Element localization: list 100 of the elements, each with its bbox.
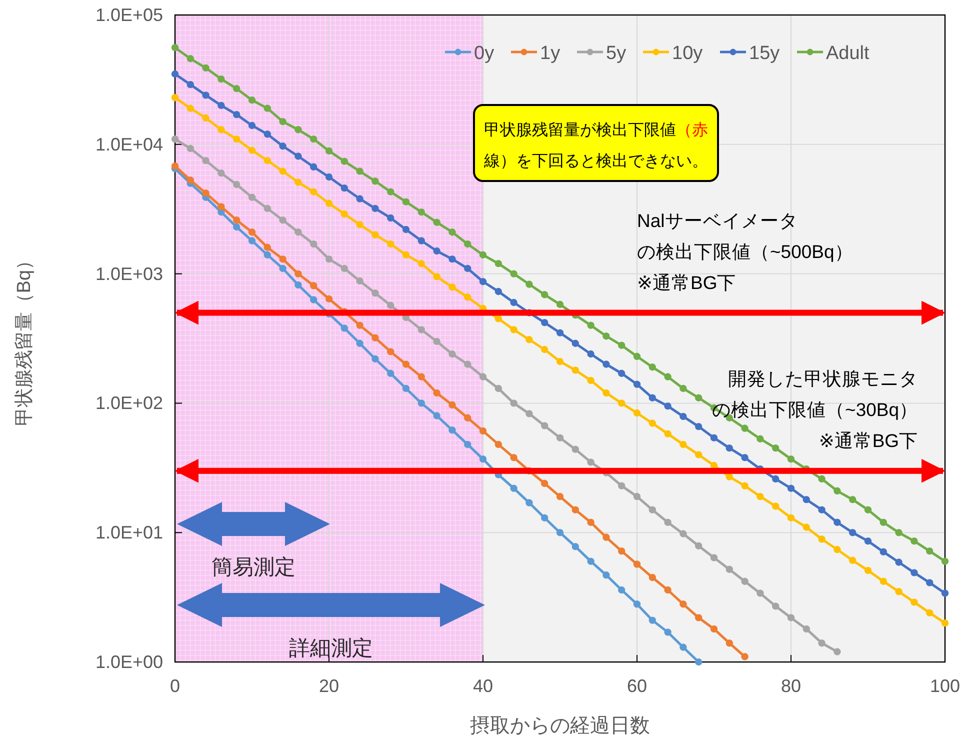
point — [356, 195, 364, 202]
point — [834, 648, 841, 656]
x-tick-label: 100 — [930, 676, 960, 696]
point — [510, 484, 518, 492]
point — [664, 430, 672, 438]
point — [171, 94, 179, 102]
y-tick-label: 1.0E+04 — [95, 134, 163, 154]
point — [541, 346, 548, 354]
point — [264, 104, 271, 112]
point — [633, 380, 641, 388]
point — [572, 366, 579, 374]
point — [895, 558, 902, 566]
point — [648, 616, 656, 624]
text: 甲状腺残留量が検出下限値（赤線）を下回ると検出できない。 — [484, 122, 708, 170]
point — [895, 588, 902, 596]
point — [340, 210, 348, 218]
point — [926, 547, 934, 555]
point — [602, 360, 610, 368]
point — [387, 348, 394, 356]
point — [218, 102, 225, 110]
point — [479, 251, 487, 258]
point — [849, 556, 856, 564]
point — [372, 289, 379, 297]
point — [310, 188, 318, 196]
y-axis-title: 甲状腺残留量（Bq） — [14, 250, 35, 426]
point — [233, 180, 240, 188]
point — [325, 147, 333, 155]
point — [325, 200, 333, 207]
point — [186, 104, 194, 112]
point — [510, 454, 518, 462]
point — [279, 216, 286, 224]
point — [772, 475, 780, 482]
point — [279, 142, 286, 150]
point — [510, 298, 518, 306]
point — [433, 389, 440, 397]
point — [756, 492, 764, 500]
point — [710, 434, 718, 442]
point — [741, 482, 748, 490]
point — [695, 614, 702, 622]
point — [695, 394, 702, 402]
point — [633, 352, 641, 360]
point — [618, 586, 626, 594]
point — [433, 273, 440, 280]
point — [171, 162, 179, 170]
point — [818, 536, 826, 543]
point — [587, 458, 594, 466]
point — [633, 492, 641, 500]
point — [202, 64, 210, 72]
point — [479, 427, 487, 435]
point — [264, 156, 271, 164]
point — [433, 218, 440, 226]
point — [941, 558, 949, 565]
point — [526, 410, 533, 418]
point — [680, 600, 687, 608]
point — [310, 240, 318, 248]
point — [680, 412, 687, 420]
point — [680, 384, 687, 392]
point — [310, 282, 318, 290]
point — [756, 435, 764, 442]
point — [541, 291, 548, 298]
point — [910, 598, 918, 606]
point — [448, 350, 456, 358]
point — [448, 401, 456, 409]
point — [910, 569, 918, 576]
point — [356, 168, 364, 175]
point — [556, 300, 564, 308]
point — [202, 190, 210, 197]
point — [556, 358, 564, 366]
point — [572, 542, 579, 550]
point — [587, 350, 594, 358]
point — [448, 228, 456, 236]
point — [418, 373, 425, 380]
point — [171, 44, 179, 52]
point — [802, 625, 810, 633]
point — [941, 590, 949, 597]
point — [834, 546, 841, 554]
point — [880, 578, 887, 585]
point — [279, 264, 286, 272]
point — [325, 173, 333, 181]
point — [479, 278, 487, 286]
point — [356, 322, 364, 329]
point — [556, 492, 564, 500]
point — [864, 537, 872, 545]
point — [248, 228, 256, 236]
legend-label: 10y — [672, 43, 704, 64]
point — [834, 487, 841, 495]
point — [572, 446, 579, 453]
point — [526, 336, 533, 344]
point — [556, 329, 564, 336]
point — [248, 146, 256, 154]
point — [279, 118, 286, 126]
point — [618, 547, 626, 555]
point — [479, 373, 487, 380]
point — [710, 554, 718, 562]
point — [818, 506, 826, 514]
point — [648, 394, 656, 402]
point — [418, 326, 425, 334]
point — [464, 240, 472, 248]
legend-label: 5y — [606, 43, 627, 64]
point — [387, 240, 394, 248]
